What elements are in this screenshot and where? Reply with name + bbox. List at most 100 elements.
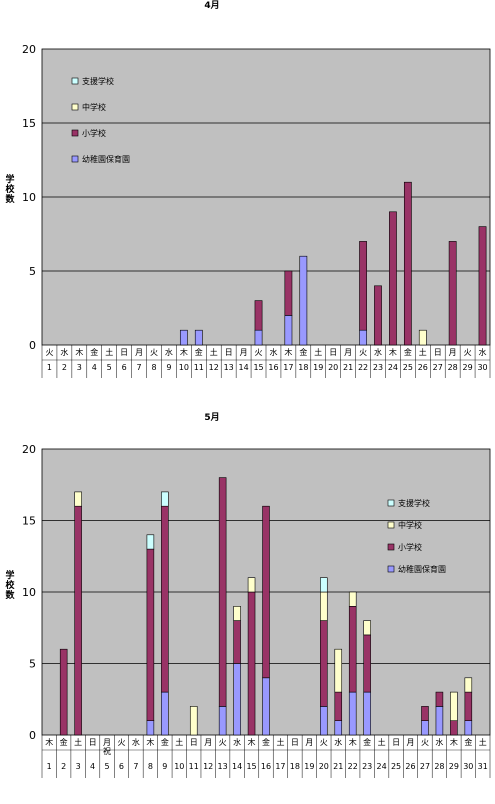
bar-segment [403,181,412,346]
x-tick-label: 15 [253,363,263,372]
x-weekday-label: 火 [464,348,472,357]
legend-swatch [71,77,79,85]
bar-segment [464,677,473,693]
x-tick-label: 7 [133,762,138,771]
x-weekday-label: 日 [120,348,128,357]
bar-segment [146,720,155,736]
x-tick-label: 11 [189,762,199,771]
y-tick-label: 15 [22,515,36,528]
y-tick-label: 0 [29,729,36,742]
x-tick-label: 14 [239,363,249,372]
x-weekday-label: 金 [195,347,203,357]
x-tick-label: 29 [449,762,459,771]
x-weekday-label: 土 [314,347,322,357]
x-weekday-label: 金 [161,737,169,747]
x-weekday-label: 木 [284,347,292,357]
bar-segment [348,605,357,693]
x-weekday-label: 日 [392,738,400,747]
bar-segment [374,285,382,346]
x-tick-label: 1 [47,363,52,372]
x-tick-label: 14 [232,762,242,771]
y-tick-label: 20 [22,43,36,56]
legend-swatch [71,103,79,111]
x-tick-label: 17 [283,363,293,372]
legend-entry: 中学校 [82,102,106,112]
x-weekday-label: 月 [344,348,352,357]
x-tick-label: 25 [391,762,401,771]
x-weekday-label: 火 [359,348,367,357]
legend-swatch [387,565,395,573]
bar-segment [359,329,367,346]
bar-segment [348,591,357,607]
bar-segment [254,300,263,331]
x-weekday-label: 月祝 [103,738,111,756]
x-tick-label: 19 [313,363,323,372]
x-tick-label: 3 [77,363,82,372]
bar-segment [435,691,444,707]
x-weekday-label: 金 [90,347,98,357]
x-weekday-label: 月 [240,348,248,357]
bar-segment [233,663,241,736]
bar-segment [334,648,343,693]
y-tick-label: 15 [22,117,36,130]
x-tick-label: 20 [319,762,329,771]
bar-segment [247,577,256,593]
x-tick-label: 11 [194,363,204,372]
x-weekday-label: 月 [135,348,143,357]
x-weekday-label: 火 [320,738,328,747]
x-weekday-label: 木 [248,737,256,747]
x-tick-label: 12 [203,762,213,771]
legend-swatch [71,155,79,163]
x-weekday-label: 金 [464,737,472,747]
x-tick-label: 7 [137,363,142,372]
x-weekday-label: 水 [165,347,173,357]
bar-segment [363,634,371,693]
x-weekday-label: 土 [378,737,386,747]
y-tick-label: 20 [22,443,36,456]
bar-segment [334,691,343,721]
bar-segment [435,706,444,736]
x-weekday-label: 日 [434,348,442,357]
x-tick-label: 18 [298,363,308,372]
x-weekday-label: 月 [449,348,457,357]
legend-entry: 幼稚園保育園 [82,154,130,164]
x-tick-label: 12 [209,363,219,372]
x-tick-label: 10 [179,363,189,372]
x-tick-label: 23 [362,762,372,771]
legend-entry: 小学校 [82,128,106,138]
x-tick-label: 2 [62,363,67,372]
bar-segment [320,577,328,593]
bar-segment [247,591,256,736]
chart-title: 5月 [204,412,219,423]
x-tick-label: 8 [151,363,156,372]
x-weekday-label: 水 [60,347,68,357]
bar-segment [74,491,82,507]
bar-segment [218,477,227,707]
y-tick-label: 10 [22,191,36,204]
x-tick-label: 4 [90,762,95,771]
x-weekday-label: 金 [363,737,371,747]
x-weekday-label: 木 [45,737,53,747]
x-weekday-label: 日 [329,348,337,357]
x-tick-label: 3 [76,762,81,771]
legend-entry: 支援学校 [82,76,114,86]
x-weekday-label: 金 [262,737,270,747]
x-weekday-label: 火 [150,348,158,357]
y-tick-label: 10 [22,586,36,599]
x-tick-label: 1 [47,762,52,771]
legend-swatch [71,129,79,137]
x-weekday-label: 水 [269,347,277,357]
bar-segment [161,691,169,736]
x-weekday-label: 土 [479,737,487,747]
bar-segment [418,329,427,346]
bar-segment [421,706,429,722]
x-weekday-label: 木 [349,737,357,747]
bar-segment [389,211,397,346]
x-tick-label: 9 [162,762,167,771]
y-tick-label: 5 [29,265,36,278]
bar-segment [59,648,68,736]
x-tick-label: 22 [348,762,358,771]
